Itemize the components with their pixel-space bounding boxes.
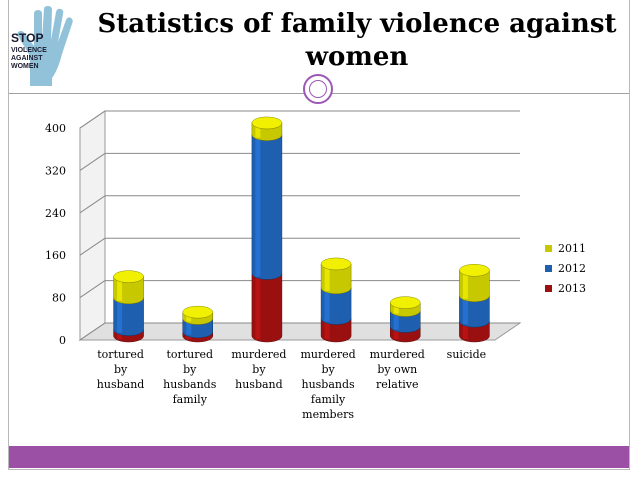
title-circle-inner (309, 80, 327, 98)
legend-item-2012: 2012 (545, 258, 586, 278)
hand-icon (17, 6, 73, 86)
legend-swatch (545, 284, 552, 292)
bar-top-cap (251, 116, 283, 130)
page-title: Statistics of family violence against wo… (97, 9, 617, 72)
gridline-diag (79, 152, 106, 171)
legend-swatch (545, 264, 552, 272)
bar-top-cap (320, 257, 352, 271)
logo-text-line-4: WOMEN (11, 63, 39, 70)
x-tick-label: murdered by own relative (370, 348, 425, 391)
y-tick-label: 400 (45, 122, 66, 135)
legend-item-2013: 2013 (545, 278, 586, 298)
logo-text-line-3: AGAINST (11, 55, 43, 62)
legend-label: 2012 (558, 261, 586, 275)
y-tick-label: 0 (59, 334, 66, 347)
footer-band (9, 446, 629, 468)
y-tick-label: 80 (52, 292, 66, 305)
y-tick-label: 160 (45, 249, 66, 262)
floor (78, 322, 522, 341)
legend-swatch (545, 244, 552, 252)
gridline-diag (79, 110, 106, 129)
stop-violence-logo: STOP VIOLENCE AGAINST WOMEN (11, 6, 73, 86)
bar-top-cap (390, 296, 421, 309)
logo-text-line-2: VIOLENCE (11, 47, 47, 54)
gridline-diag (79, 195, 106, 214)
chart-legend: 2011 2012 2013 (545, 238, 586, 298)
legend-label: 2013 (558, 281, 586, 295)
legend-item-2011: 2011 (545, 238, 586, 258)
gridline-diag (79, 322, 106, 341)
x-tick-label: murdered by husbands family members (301, 348, 356, 421)
x-tick-label: tortured by husband (97, 348, 145, 391)
side-wall (79, 110, 106, 341)
x-tick-label: murdered by husband (231, 348, 286, 391)
gridline-diag (79, 237, 106, 256)
logo-text-line-1: STOP (11, 31, 43, 45)
bar-top-cap (182, 305, 213, 319)
x-tick-label: suicide (447, 348, 486, 361)
y-tick-label: 320 (45, 164, 66, 177)
legend-label: 2011 (558, 241, 586, 255)
title-circle-ornament (303, 74, 333, 104)
gridline-diag (79, 280, 106, 299)
x-tick-label: tortured by husbands family (163, 348, 217, 406)
bar-top-cap (459, 264, 490, 277)
y-tick-label: 240 (45, 207, 66, 220)
bar-top-cap (113, 270, 144, 283)
